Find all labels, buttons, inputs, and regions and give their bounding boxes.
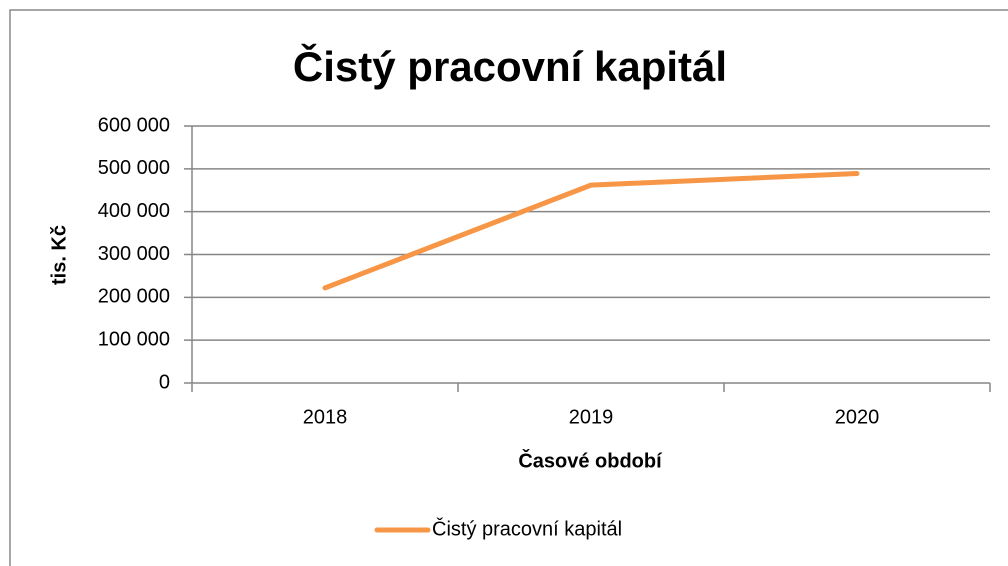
x-tick-label: 2018 — [303, 406, 348, 428]
y-axis-label: tis. Kč — [48, 225, 70, 285]
y-tick-label: 200 000 — [98, 286, 170, 308]
y-tick-label: 500 000 — [98, 157, 170, 179]
y-tick-label: 400 000 — [98, 200, 170, 222]
x-tick-label: 2019 — [569, 406, 614, 428]
chart-frame — [9, 9, 1008, 566]
x-axis-label: Časové období — [518, 448, 663, 472]
chart-title: Čistý pracovní kapitál — [293, 42, 727, 90]
y-tick-label: 0 — [159, 371, 170, 393]
x-tick-label: 2020 — [835, 406, 880, 428]
y-tick-label: 600 000 — [98, 114, 170, 136]
y-tick-label: 300 000 — [98, 243, 170, 265]
y-tick-label: 100 000 — [98, 328, 170, 350]
data-line — [322, 171, 860, 291]
legend-label: Čistý pracovní kapitál — [432, 517, 622, 540]
